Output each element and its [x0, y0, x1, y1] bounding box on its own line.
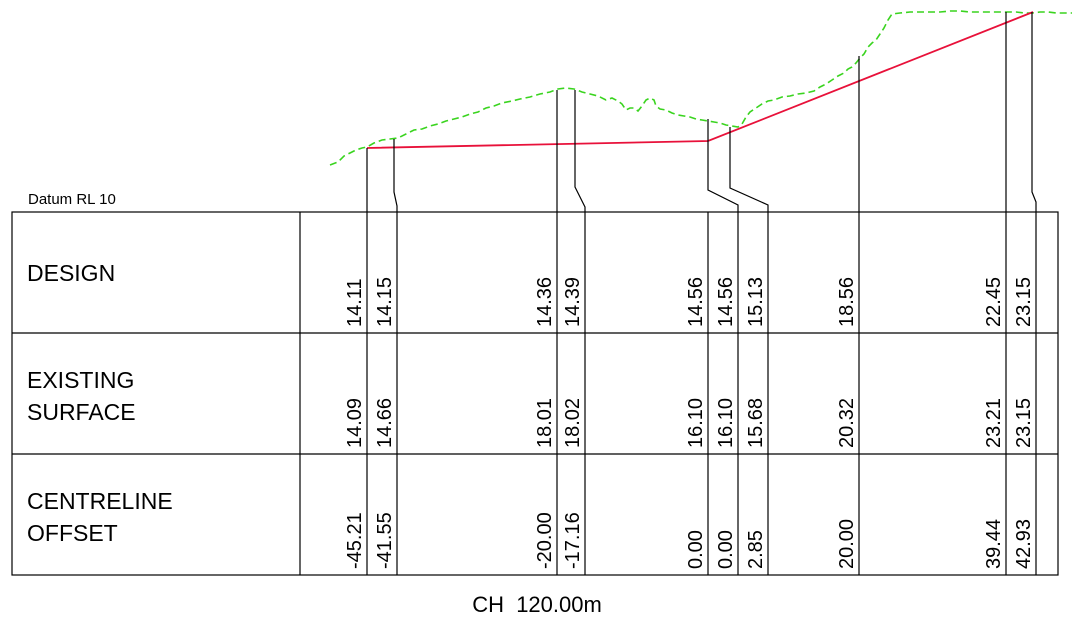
station-value-design: 14.56 [685, 277, 707, 327]
station-values: 14.11 14.09 -45.21 14.15 14.66 -41.55 14.36 18.… [344, 277, 1035, 569]
station-value-existing: 18.02 [562, 398, 584, 448]
row-label-existing: EXISTING [27, 367, 134, 393]
station-column-lines [366, 212, 1037, 575]
station-value-existing: 16.10 [715, 398, 737, 448]
leader-line [574, 90, 586, 212]
station-value-design: 23.15 [1013, 277, 1035, 327]
design-profile-line [366, 11, 1034, 149]
station-value-design: 14.36 [534, 277, 556, 327]
station-leader-lines [366, 12, 1037, 212]
row-labels: DESIGN EXISTING SURFACE CENTRELINE OFFSET [27, 260, 173, 546]
row-label-offset: CENTRELINE [27, 488, 173, 514]
station-value-design: 15.13 [745, 277, 767, 327]
row-label-existing: SURFACE [27, 399, 136, 425]
station-value-existing: 18.01 [534, 398, 556, 448]
station-value-offset: -45.21 [344, 512, 366, 569]
data-table [11, 211, 1059, 576]
station-value-design: 22.45 [983, 277, 1005, 327]
station-value-offset: 0.00 [685, 530, 707, 569]
station-value-design: 14.56 [715, 277, 737, 327]
station-value-existing: 23.21 [983, 398, 1005, 448]
leader-line [707, 119, 739, 212]
station-value-design: 14.15 [374, 277, 396, 327]
leader-line [1031, 12, 1037, 212]
station-value-offset: -41.55 [374, 512, 396, 569]
table-border [11, 211, 1059, 576]
station-value-existing: 20.32 [836, 398, 858, 448]
station-value-offset: -17.16 [562, 512, 584, 569]
station-value-offset: -20.00 [534, 512, 556, 569]
row-label-design: DESIGN [27, 260, 115, 286]
station-value-offset: 0.00 [715, 530, 737, 569]
station-value-existing: 16.10 [685, 398, 707, 448]
station-value-design: 14.39 [562, 277, 584, 327]
station-value-offset: 20.00 [836, 519, 858, 569]
leader-line [729, 127, 769, 212]
station-value-existing: 14.09 [344, 398, 366, 448]
leader-line [393, 139, 398, 212]
station-value-design: 18.56 [836, 277, 858, 327]
station-value-offset: 39.44 [983, 519, 1005, 569]
station-value-existing: 15.68 [745, 398, 767, 448]
chainage-label: CH 120.00m [472, 592, 602, 617]
existing-surface-line [329, 10, 1072, 166]
station-value-offset: 42.93 [1013, 519, 1035, 569]
station-value-offset: 2.85 [745, 530, 767, 569]
datum-label: Datum RL 10 [28, 191, 116, 208]
station-value-existing: 14.66 [374, 398, 396, 448]
station-value-existing: 23.15 [1013, 398, 1035, 448]
station-value-design: 14.11 [344, 278, 366, 327]
row-label-offset: OFFSET [27, 520, 118, 546]
